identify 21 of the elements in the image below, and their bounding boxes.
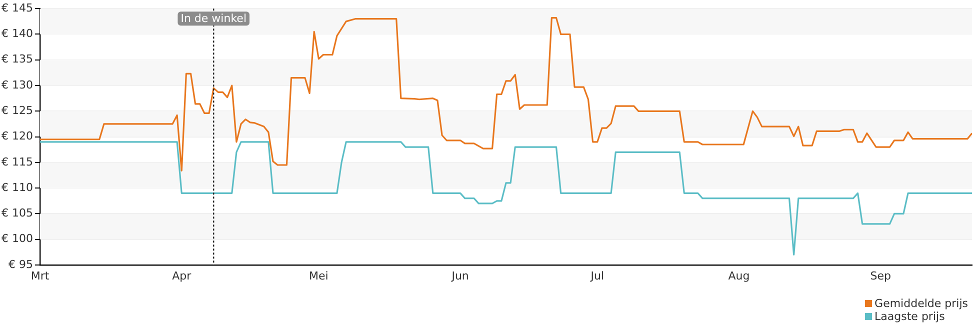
y-tick-label: € 140 [2,27,33,40]
y-tick-label: € 100 [2,232,33,246]
y-tick-label: € 95 [8,258,33,271]
x-tick-label: Apr [172,269,192,282]
x-tick-label: Jun [450,269,469,282]
y-tick-label: € 130 [2,78,33,92]
x-tick-label: Jul [590,269,604,282]
x-tick-label: Aug [728,269,750,282]
x-tick-label: Sep [870,269,892,282]
x-tick-label: Mei [309,269,328,282]
legend-label: Laagste prijs [874,310,945,323]
y-tick-label: € 135 [2,52,33,66]
y-tick-label: € 105 [2,206,33,220]
y-tick-label: € 145 [2,1,33,14]
y-tick-label: € 120 [2,130,33,143]
x-tick-label: Mrt [30,269,50,282]
y-tick-label: € 125 [2,104,33,118]
legend-label: Gemiddelde prijs [874,297,968,310]
y-tick-label: € 115 [2,155,33,168]
ref-line-label: In de winkel [180,12,247,25]
y-tick-label: € 110 [2,180,33,194]
